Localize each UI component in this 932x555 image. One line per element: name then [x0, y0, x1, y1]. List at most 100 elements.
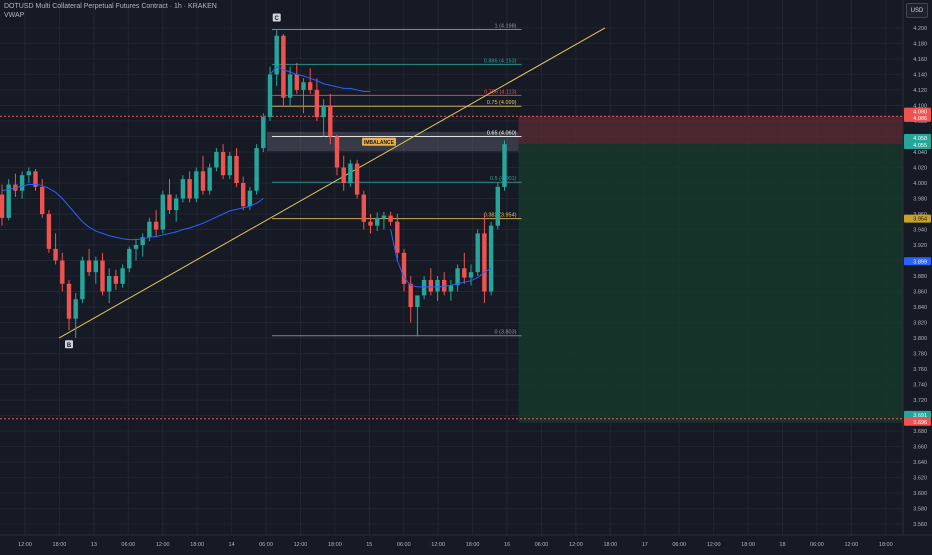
vwap-line [1, 66, 492, 288]
take-profit-zone [518, 144, 929, 423]
candle-body [200, 171, 206, 191]
time-axis-tick: 13 [91, 542, 97, 548]
trendline [58, 27, 606, 339]
price-tag-label: 3.954 [913, 217, 927, 223]
price-tag-bg [904, 410, 931, 419]
candle-body [40, 186, 45, 214]
candle-body [261, 117, 266, 149]
candle-body [60, 260, 65, 284]
fib-level-label: 0.75 (4.099) [487, 100, 517, 106]
candle-body [147, 221, 152, 238]
candle-body [294, 74, 299, 90]
price-tag-bg [904, 417, 931, 426]
stop-loss-zone [518, 116, 929, 145]
candle-body [321, 105, 326, 118]
price-tag-label: 4.055 [913, 143, 927, 149]
time-axis-tick: 18 [779, 542, 785, 548]
vwap-segment [390, 229, 492, 288]
candle-body [381, 215, 387, 218]
candle-body [334, 136, 340, 168]
price-axis-tick: 3.780 [913, 352, 927, 358]
candle-body [348, 163, 353, 183]
marker-box [272, 13, 281, 22]
candle-body [46, 214, 52, 249]
candle-body [153, 221, 159, 230]
price-axis-tick: 3.820 [913, 321, 927, 327]
candle-body [475, 233, 480, 273]
candle-body [328, 105, 333, 137]
marker-label: C [275, 16, 280, 22]
price-tag-label: 3.691 [913, 413, 927, 419]
price-axis-tick: 3.580 [913, 507, 927, 513]
price-axis-tick: 4.040 [913, 150, 927, 156]
price-axis-tick: 3.620 [913, 476, 927, 482]
candle-body [455, 268, 460, 286]
indicator-label-vwap[interactable]: VWAP [4, 12, 25, 19]
candle-body [19, 175, 25, 191]
candle-body [247, 190, 253, 207]
price-axis-tick: 3.600 [913, 491, 927, 497]
candle-body [502, 144, 507, 187]
price-axis-tick: 4.000 [913, 181, 927, 187]
price-tag-bg [904, 140, 931, 149]
price-tag-bg [904, 257, 931, 266]
fib-level-label: 0.382 (3.954) [484, 213, 517, 219]
price-axis-tick: 3.680 [913, 429, 927, 435]
candle-body [120, 268, 125, 284]
candle-body [86, 260, 92, 273]
candle-body [415, 295, 420, 308]
time-axis-tick: 12:00 [707, 542, 721, 548]
candle-body [127, 248, 132, 269]
chart-title: DOTUSD Multi Collateral Perpetual Future… [4, 3, 217, 10]
fib-level-label: 1 (4.198) [494, 23, 516, 29]
candle-body [462, 268, 467, 278]
time-axis-tick: 12:00 [431, 542, 445, 548]
time-axis-tick: 12:00 [569, 542, 583, 548]
candle-body [113, 276, 119, 284]
candle-body [93, 260, 98, 273]
candle-body [488, 225, 494, 292]
candle-body [495, 186, 500, 226]
price-axis-tick: 4.140 [913, 72, 927, 78]
price-tag-bg [904, 134, 931, 143]
candle-body [308, 82, 313, 90]
candle-body [395, 221, 400, 253]
candle-body [234, 155, 239, 183]
marker-c: C [272, 13, 281, 22]
candle-body [482, 233, 487, 292]
candle-body [100, 260, 105, 292]
price-axis-tick: 3.940 [913, 228, 927, 234]
candle-body [468, 272, 474, 278]
candle-body [448, 285, 454, 292]
time-axis-tick: 06:00 [535, 542, 549, 548]
price-axis-tick: 3.920 [913, 243, 927, 249]
candle-body [301, 82, 306, 90]
price-tag-bg [904, 214, 931, 223]
candle-body [80, 260, 85, 300]
price-tag-bg [904, 107, 931, 116]
time-axis-tick: 18:00 [466, 542, 480, 548]
candle-body [180, 179, 186, 199]
price-tag-label: 3.899 [913, 259, 927, 265]
candle-body [207, 167, 212, 191]
price-axis-tick: 3.760 [913, 367, 927, 373]
marker-box [65, 340, 73, 349]
price-axis-tick: 3.560 [913, 522, 927, 528]
time-axis-tick: 15 [366, 542, 372, 548]
time-axis-tick: 06:00 [121, 542, 135, 548]
price-tag-bg [904, 113, 931, 122]
fib-level-label: 0.65 (4.060) [487, 130, 517, 136]
candle-body [388, 215, 393, 222]
imbalance-label-bg [362, 137, 396, 146]
currency-button[interactable]: USD [906, 3, 928, 18]
candle-body [428, 279, 433, 292]
time-axis-tick: 12:00 [294, 542, 308, 548]
candle-body [401, 252, 407, 284]
price-axis-tick: 3.860 [913, 290, 927, 296]
price-tag-label: 4.058 [913, 136, 927, 142]
price-axis-tick: 4.160 [913, 57, 927, 63]
time-axis-tick: 06:00 [397, 542, 411, 548]
candles [0, 29, 507, 339]
